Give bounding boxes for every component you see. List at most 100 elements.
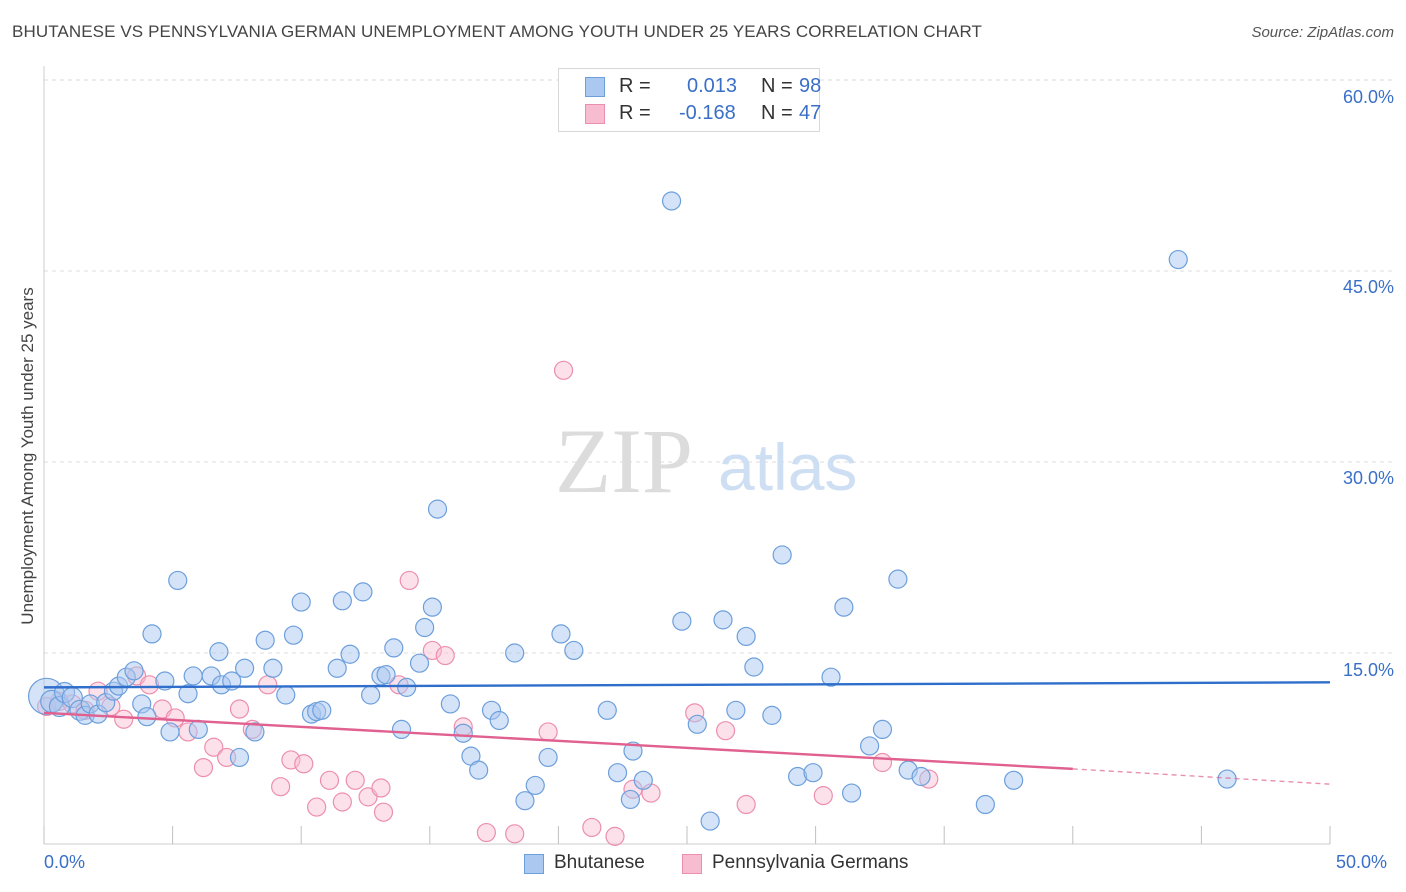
trend-lines: [43, 681, 1331, 785]
correlation-legend: R = 0.013 N = 98 R = -0.168 N = 47: [558, 68, 822, 132]
legend-label: Bhutanese: [554, 852, 645, 873]
bhutanese-point: [489, 710, 509, 731]
y-tick-label: 60.0%: [1342, 87, 1394, 107]
bhutanese-point: [332, 591, 352, 611]
bhutanese-point: [361, 685, 381, 705]
bhutanese-point: [155, 671, 175, 691]
bhutanese-point: [772, 545, 792, 565]
bhutanese-point: [633, 770, 653, 790]
bhutanese-point: [469, 760, 489, 780]
r-label: R =: [619, 75, 651, 97]
x-tick-label-min: 0.0%: [44, 852, 86, 872]
bhutanese-point: [834, 597, 854, 617]
pink-swatch: [585, 104, 605, 124]
pennsylvania-germans-point: [373, 802, 394, 822]
bhutanese-point: [124, 661, 144, 681]
pennsylvania-germans-point: [319, 770, 340, 790]
bhutanese-point: [1004, 770, 1024, 790]
bhutanese-point: [276, 685, 296, 705]
bhutanese-point: [422, 597, 442, 617]
pennsylvania-germans-trend-line: [43, 711, 1073, 771]
bhutanese-point: [188, 719, 208, 740]
r-value: 0.013: [687, 75, 738, 97]
y-tick-label: 15.0%: [1342, 660, 1394, 680]
pennsylvania-germans-point: [813, 786, 833, 806]
pennsylvania-germans-point: [307, 797, 327, 817]
bhutanese-point: [1217, 769, 1237, 789]
pennsylvania-germans-point: [229, 699, 250, 719]
bhutanese-point: [384, 638, 404, 658]
bhutanese-point: [312, 700, 332, 720]
bhutanese-point: [263, 658, 283, 678]
bhutanese-point: [842, 783, 862, 803]
pennsylvania-germans-point: [505, 824, 525, 844]
bhutanese-point: [160, 722, 180, 742]
pennsylvania-germans-trend-extension: [1072, 768, 1331, 785]
source-label: Source: ZipAtlas.com: [1251, 24, 1394, 41]
n-value: 98: [799, 75, 822, 97]
bhutanese-point: [687, 714, 707, 734]
bhutanese-point: [453, 723, 473, 743]
blue-swatch: [585, 77, 605, 97]
bhutanese-point: [538, 747, 558, 768]
bhutanese-point: [440, 694, 460, 714]
bhutanese-point: [168, 570, 188, 591]
r-label: R =: [619, 102, 651, 124]
bhutanese-trend-line: [43, 681, 1331, 689]
bhutanese-point: [291, 592, 311, 612]
pennsylvania-germans-point: [294, 754, 314, 774]
pennsylvania-germans-point: [258, 675, 278, 695]
bhutanese-point: [564, 640, 584, 661]
blue-swatch: [524, 854, 544, 874]
bhutanese-point: [178, 684, 198, 704]
bhutanese-point: [975, 794, 995, 815]
bhutanese-point: [713, 610, 733, 630]
pennsylvania-germans-point: [538, 722, 558, 742]
legend-label: Pennsylvania Germans: [712, 852, 909, 873]
pennsylvania-germans-point: [345, 770, 365, 790]
bhutanese-point: [327, 658, 347, 678]
n-label: N =: [761, 102, 793, 124]
pennsylvania-germans-point: [476, 822, 496, 843]
chart-title: BHUTANESE VS PENNSYLVANIA GERMAN UNEMPLO…: [12, 22, 983, 41]
bhutanese-point: [340, 644, 360, 664]
pennsylvania-germans-point: [114, 709, 134, 729]
pennsylvania-germans-point: [435, 645, 455, 666]
pennsylvania-germans-point: [422, 640, 442, 661]
bhutanese-point: [821, 667, 841, 687]
bhutanese-point: [353, 582, 373, 602]
pennsylvania-germans-point: [399, 570, 419, 591]
pennsylvania-germans-point: [582, 817, 602, 838]
bhutanese-point: [726, 700, 746, 720]
n-label: N =: [761, 75, 793, 97]
bhutanese-point: [427, 499, 448, 519]
bhutanese-point: [183, 666, 203, 686]
pennsylvania-germans-point: [204, 737, 224, 757]
bhutanese-point: [137, 707, 157, 727]
bhutanese-point: [672, 611, 692, 631]
bhutanese-point: [209, 642, 229, 662]
gridlines: [44, 79, 1392, 654]
pennsylvania-germans-point: [736, 794, 756, 815]
pennsylvania-germans-point: [193, 757, 214, 778]
pennsylvania-germans-point: [872, 752, 893, 773]
bhutanese-point: [525, 775, 545, 796]
bhutanese-point: [515, 791, 535, 811]
bhutanese-point: [397, 677, 417, 697]
y-tick-label: 45.0%: [1342, 277, 1394, 297]
pennsylvania-germans-point: [371, 778, 391, 798]
watermark-zip: ZIP: [555, 410, 693, 512]
bhutanese-point: [762, 705, 782, 725]
bhutanese-point: [620, 789, 641, 810]
bhutanese-point: [860, 736, 880, 756]
bhutanese-point: [409, 653, 430, 673]
bhutanese-point: [505, 643, 525, 663]
bhutanese-point: [888, 569, 908, 589]
bhutanese-point: [803, 763, 823, 783]
y-tick-label: 30.0%: [1342, 468, 1394, 488]
bhutanese-point: [551, 624, 571, 644]
bhutanese-point: [872, 719, 893, 740]
watermark-atlas: atlas: [718, 430, 857, 504]
pennsylvania-germans-point: [271, 777, 291, 797]
